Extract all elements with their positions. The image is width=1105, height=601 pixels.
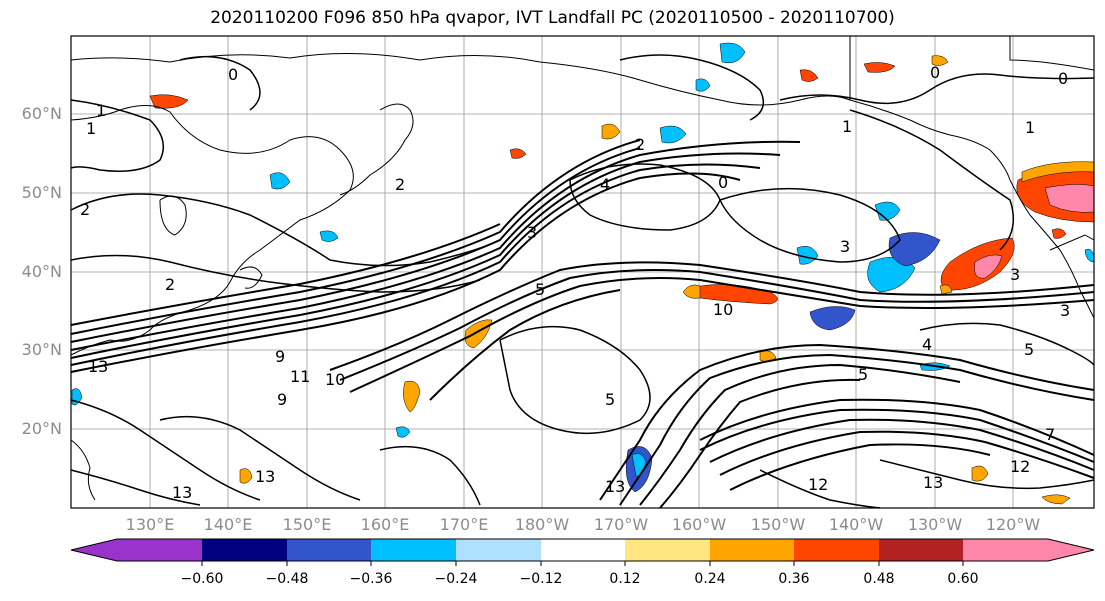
contour-label: 11: [290, 367, 310, 386]
colorbar-segment: [456, 539, 541, 561]
contour-label: 4: [922, 335, 932, 354]
contour-label: 3: [1060, 301, 1070, 320]
contour-label: 0: [1058, 69, 1068, 88]
plot-title: 2020110200 F096 850 hPa qvapor, IVT Land…: [210, 8, 895, 28]
colorbar-segment: [879, 539, 963, 561]
colorbar-tick-label: 0.12: [609, 571, 641, 587]
contour-label: 10: [713, 300, 733, 319]
colorbar-tick-label: 0.48: [863, 571, 895, 587]
contour-label: 2: [80, 200, 90, 219]
colorbar-tick-label: 0.36: [778, 571, 810, 587]
contour-label: 3: [1010, 265, 1020, 284]
colorbar-tick-label: −0.24: [434, 571, 478, 587]
map-frame: [70, 35, 1095, 509]
colorbar-segment: [287, 539, 371, 561]
contour-label: 9: [275, 347, 285, 366]
contour-label: 5: [535, 280, 545, 299]
lon-label: 170°E: [439, 515, 489, 534]
contour-label: 2: [165, 275, 175, 294]
colorbar-extend-right: [1048, 539, 1094, 561]
contour-label: 13: [605, 477, 625, 496]
contour-label: 1: [1025, 118, 1035, 137]
lon-label: 180°W: [514, 515, 570, 534]
qvapor-fill-patches: [71, 42, 1095, 505]
gridlines: [71, 36, 1094, 508]
lon-label: 130°E: [125, 515, 175, 534]
colorbar-segment: [371, 539, 456, 561]
colorbar-tick-label: −0.36: [349, 571, 393, 587]
lon-label: 150°W: [750, 515, 806, 534]
lon-label: 140°W: [828, 515, 884, 534]
colorbar-segment: [117, 539, 202, 561]
ivt-contours-thin: [70, 54, 1095, 509]
lon-label: 150°E: [282, 515, 332, 534]
colorbar-segment: [794, 539, 879, 561]
colorbar-tick-label: −0.60: [180, 571, 224, 587]
contour-label: 12: [1010, 457, 1030, 476]
contour-label: 9: [277, 390, 287, 409]
contour-label: 13: [172, 483, 192, 502]
lat-label: 50°N: [21, 183, 62, 202]
contour-label: 5: [605, 390, 615, 409]
lon-label: 160°E: [360, 515, 410, 534]
contour-label: 2: [635, 135, 645, 154]
colorbar-extend-left: [71, 539, 117, 561]
ivt-contours: [70, 139, 1095, 509]
contour-labels: 1 1 0 2 2 2 3 4 5 10 9 13 13 13 11 10 9 …: [80, 63, 1070, 502]
map-panel: 1 1 0 2 2 2 3 4 5 10 9 13 13 13 11 10 9 …: [70, 35, 1095, 509]
contour-label: 5: [1024, 340, 1034, 359]
contour-label: 4: [600, 175, 610, 194]
colorbar: [70, 538, 1095, 566]
contour-label: 13: [923, 473, 943, 492]
colorbar-segment: [202, 539, 287, 561]
colorbar-tick-label: 0.24: [694, 571, 726, 587]
colorbar-tick-label: −0.48: [265, 571, 309, 587]
contour-label: 0: [228, 65, 238, 84]
contour-label: 0: [718, 173, 728, 192]
contour-label: 7: [1045, 425, 1055, 444]
lon-label: 170°W: [593, 515, 649, 534]
colorbar-segment: [963, 539, 1048, 561]
contour-label: 1: [96, 101, 106, 120]
contour-label: 12: [808, 475, 828, 494]
contour-label: 13: [255, 467, 275, 486]
lat-label: 60°N: [21, 104, 62, 123]
colorbar-segment: [625, 539, 710, 561]
colorbar-segment: [710, 539, 794, 561]
contour-label: 1: [842, 117, 852, 136]
lon-label: 120°W: [985, 515, 1041, 534]
contour-label: 3: [840, 237, 850, 256]
lon-label: 160°W: [671, 515, 727, 534]
lat-label: 20°N: [21, 419, 62, 438]
contour-label: 13: [88, 357, 108, 376]
contour-label: 2: [395, 175, 405, 194]
colorbar-segment: [541, 539, 625, 561]
contour-label: 3: [527, 223, 537, 242]
contour-label: 10: [325, 370, 345, 389]
colorbar-tick-label: 0.60: [947, 571, 979, 587]
colorbar-tick-label: −0.12: [519, 571, 563, 587]
contour-label: 1: [86, 119, 96, 138]
contour-label: 5: [858, 365, 868, 384]
lon-label: 130°W: [907, 515, 963, 534]
contour-label: 0: [930, 63, 940, 82]
lat-label: 40°N: [21, 262, 62, 281]
lat-label: 30°N: [21, 340, 62, 359]
lon-label: 140°E: [203, 515, 253, 534]
